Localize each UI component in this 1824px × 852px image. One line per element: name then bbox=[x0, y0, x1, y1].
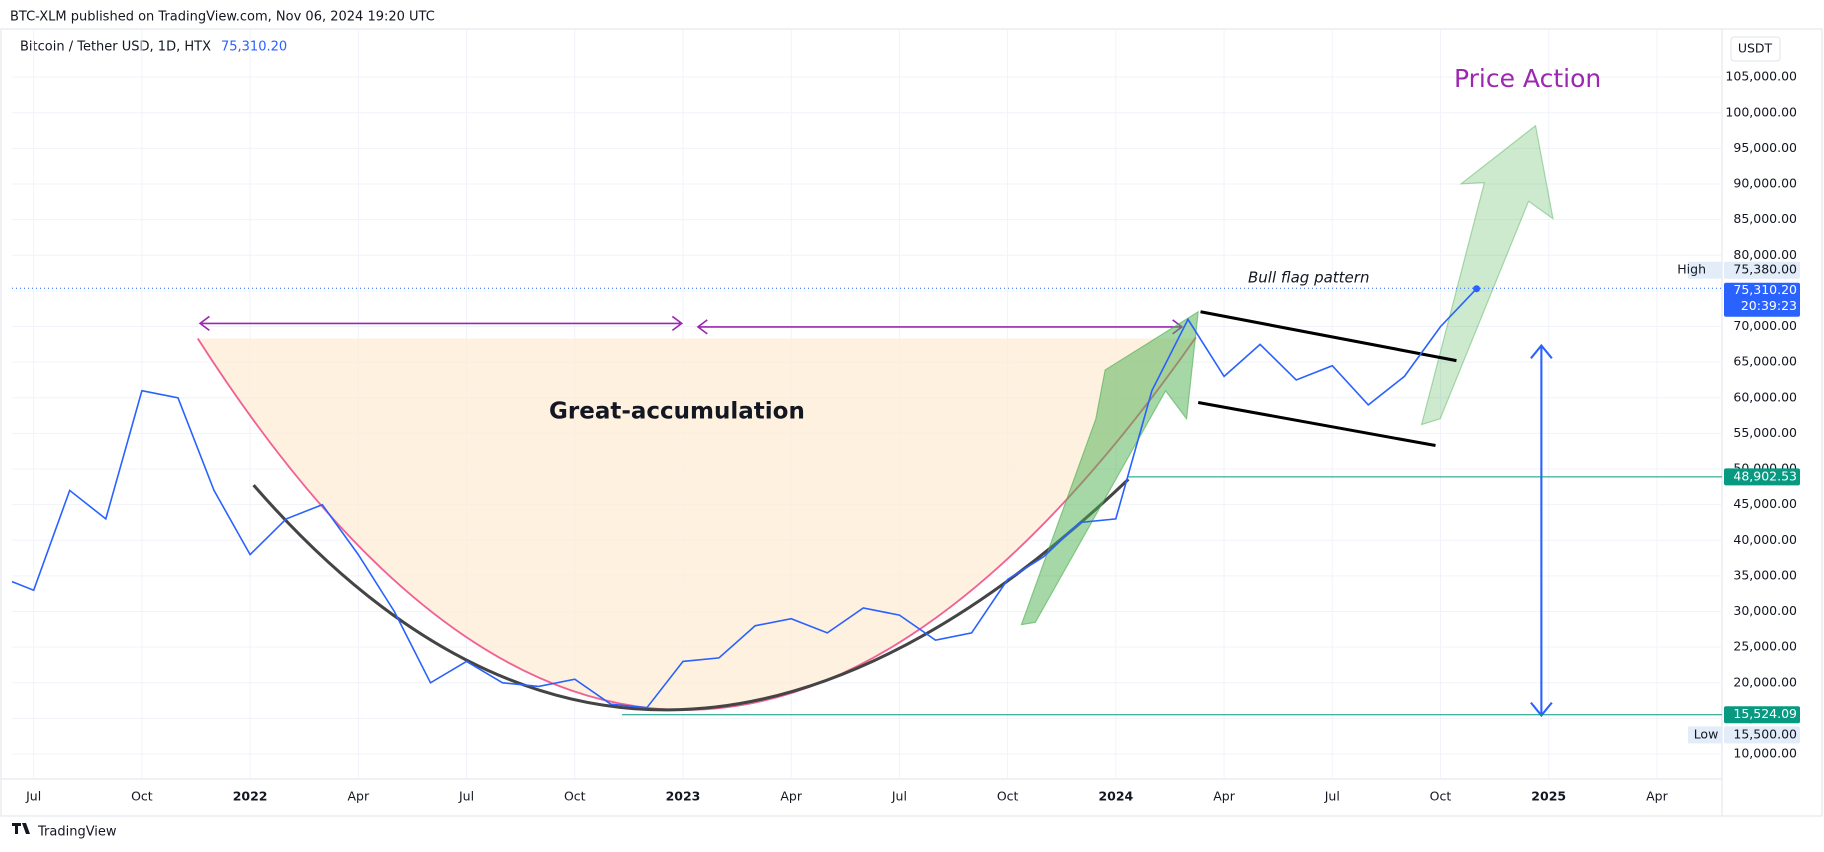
y-tick-label: 35,000.00 bbox=[1733, 567, 1797, 582]
y-tick-label: 20,000.00 bbox=[1733, 674, 1797, 689]
high-value: 75,380.00 bbox=[1733, 262, 1797, 277]
published: BTC-XLM published on TradingView.com, No… bbox=[10, 10, 435, 25]
y-tick-label: 30,000.00 bbox=[1733, 603, 1797, 618]
low-name-box bbox=[1688, 726, 1722, 744]
level-box bbox=[1724, 468, 1800, 486]
x-tick-label: 2023 bbox=[666, 789, 701, 804]
y-tick-label: 10,000.00 bbox=[1733, 746, 1797, 761]
y-tick-label: 55,000.00 bbox=[1733, 425, 1797, 440]
symbol: Bitcoin / Tether USD, 1D, HTX bbox=[20, 40, 211, 55]
high-box bbox=[1724, 261, 1800, 279]
range-arrows bbox=[198, 315, 1184, 335]
y-tick-label: 100,000.00 bbox=[1725, 104, 1797, 119]
y-tick-label: 65,000.00 bbox=[1733, 354, 1797, 369]
x-tick-label: Jul bbox=[458, 789, 474, 804]
x-tick-label: 2022 bbox=[233, 789, 268, 804]
footer-logo bbox=[12, 823, 30, 834]
footer: TradingView bbox=[37, 825, 117, 840]
last-value: 75,310.20 bbox=[1733, 282, 1797, 297]
drawings bbox=[196, 124, 1554, 718]
x-tick-label: Jul bbox=[25, 789, 41, 804]
x-tick-label: Jul bbox=[891, 789, 907, 804]
level-value: 48,902.53 bbox=[1733, 468, 1797, 483]
x-tick-label: 2024 bbox=[1098, 789, 1133, 804]
x-tick-label: 2025 bbox=[1531, 789, 1566, 804]
y-tick-label: 90,000.00 bbox=[1733, 176, 1797, 191]
measure-arrow bbox=[1530, 343, 1553, 718]
y-tick-label: 40,000.00 bbox=[1733, 532, 1797, 547]
low-value: 15,500.00 bbox=[1733, 726, 1797, 741]
y-tick-label: 25,000.00 bbox=[1733, 639, 1797, 654]
currency[interactable]: USDT bbox=[1738, 41, 1773, 56]
x-tick-label: Oct bbox=[997, 789, 1019, 804]
y-tick-label: 45,000.00 bbox=[1733, 496, 1797, 511]
level-value: 15,524.09 bbox=[1733, 706, 1797, 721]
last-box bbox=[1724, 282, 1800, 317]
high-name-box bbox=[1688, 261, 1722, 279]
price-line bbox=[12, 288, 1478, 709]
y-tick-label: 85,000.00 bbox=[1733, 211, 1797, 226]
flag-lines bbox=[1197, 310, 1457, 448]
x-tick-label: Apr bbox=[1213, 789, 1235, 804]
annotation: Bull flag pattern bbox=[1248, 269, 1369, 287]
x-tick-label: Jul bbox=[1324, 789, 1340, 804]
annotation: Great-accumulation bbox=[549, 399, 805, 425]
header-price: 75,310.20 bbox=[221, 40, 287, 55]
x-tick-label: Apr bbox=[780, 789, 802, 804]
low-label: Low bbox=[1694, 726, 1719, 741]
x-tick-label: Oct bbox=[1430, 789, 1452, 804]
x-tick-label: Oct bbox=[564, 789, 586, 804]
frame bbox=[0, 28, 1823, 817]
y-tick-label: 95,000.00 bbox=[1733, 140, 1797, 155]
level-box bbox=[1724, 706, 1800, 724]
annotation: Price Action bbox=[1454, 64, 1601, 93]
currency-button[interactable] bbox=[1730, 36, 1781, 62]
black-arc bbox=[252, 478, 1130, 712]
x-tick-label: Apr bbox=[1646, 789, 1668, 804]
x-tick-label: Apr bbox=[348, 789, 370, 804]
y-tick-label: 105,000.00 bbox=[1725, 69, 1797, 84]
y-tick-label: 80,000.00 bbox=[1733, 247, 1797, 262]
high-label: High bbox=[1677, 262, 1706, 277]
x-tick-label: Oct bbox=[131, 789, 153, 804]
y-tick-label: 60,000.00 bbox=[1733, 389, 1797, 404]
countdown: 20:39:23 bbox=[1741, 298, 1797, 313]
low-box bbox=[1724, 726, 1800, 744]
green-arrow-projection bbox=[1420, 124, 1554, 426]
accumulation-area bbox=[197, 337, 1196, 710]
last-point bbox=[1473, 285, 1481, 293]
green-arrow bbox=[1020, 310, 1199, 626]
y-tick-label: 70,000.00 bbox=[1733, 318, 1797, 333]
